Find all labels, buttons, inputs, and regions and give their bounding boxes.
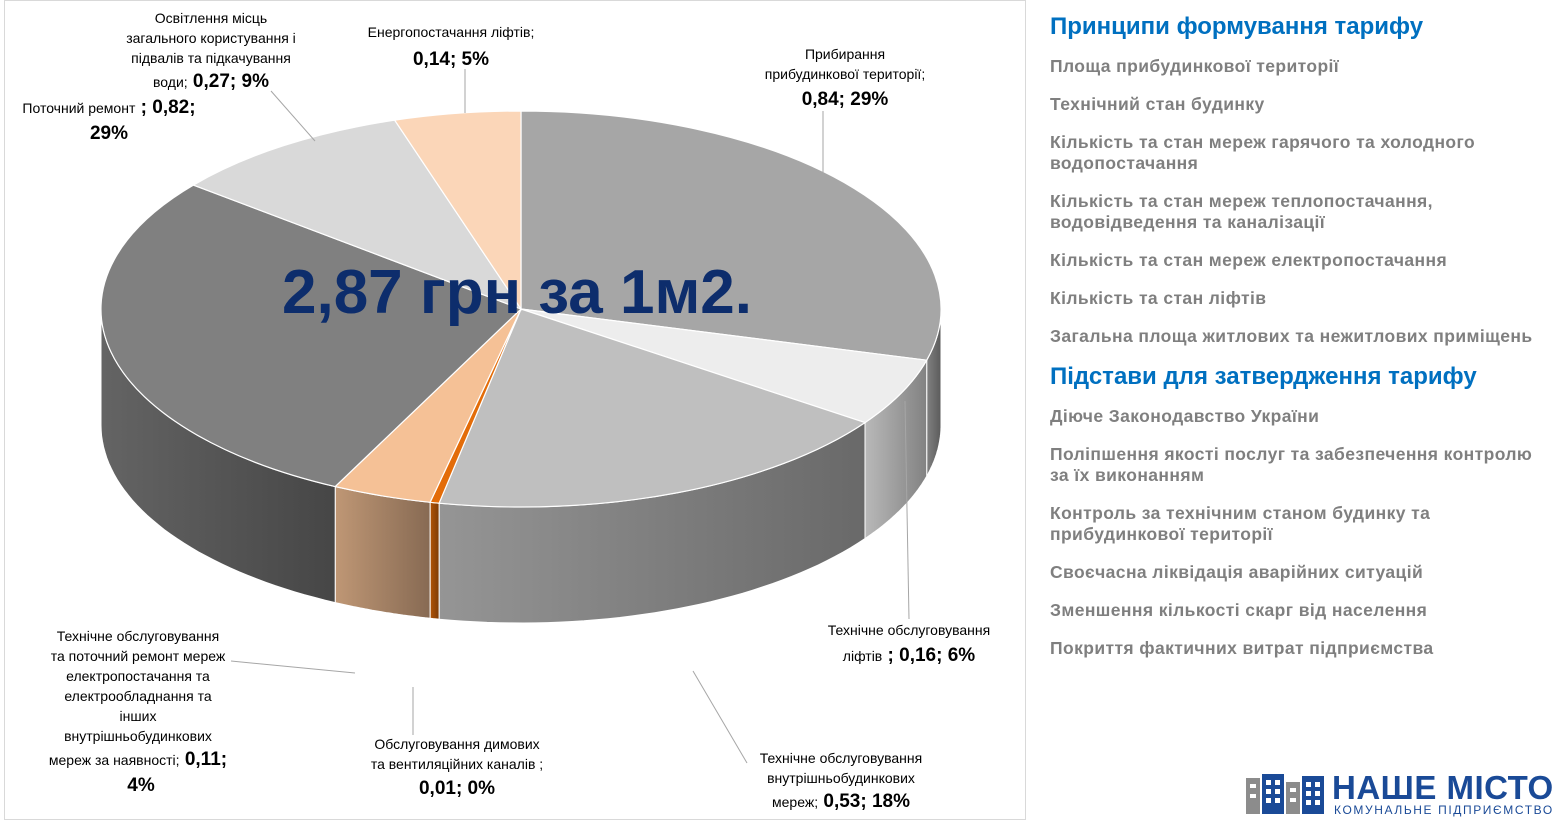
slice-value-label: 0,01; 0%: [419, 778, 495, 799]
slice-label-3: Обслуговування димових та вентиляційних к…: [371, 736, 543, 799]
slice-value-label: Поточний ремонт ; 0,82;: [22, 97, 195, 118]
center-total-label: 2,87 грн за 1м2.: [282, 258, 752, 327]
slice-label-line: Прибирання: [805, 46, 885, 62]
building-logo-icon: [1246, 774, 1324, 814]
principle-item: Кількість та стан мереж електропостачанн…: [1050, 250, 1448, 270]
ground-item: Діюче Законодавство України: [1050, 406, 1320, 426]
grounds-title: Підстави для затвердження тарифу: [1050, 363, 1477, 390]
slice-label-line: загального користування і: [126, 30, 296, 46]
pie-slice-6: [192, 119, 523, 311]
logo-subtitle: КОМУНАЛЬНЕ ПІДПРИЄМСТВО: [1334, 803, 1554, 817]
principle-item: Технічний стан будинку: [1050, 94, 1265, 114]
chart-panel: Прибирання прибудинкової території; 0,84; …: [4, 0, 1026, 820]
slice-label-line: внутрішньобудинкових: [64, 728, 212, 744]
slice-label-line: підвалів та підкачування: [131, 50, 291, 66]
pie-slice-7: [393, 110, 522, 311]
slice-value-label: мереж за наявності; 0,11;: [49, 749, 227, 770]
slice-label-line: інших: [120, 708, 157, 724]
pie-side-4: [334, 485, 431, 619]
ground-item: Своєчасна ліквідація аварійних ситуацій: [1050, 562, 1424, 582]
pie-chart: Прибирання прибудинкової території; 0,84; …: [22, 10, 990, 812]
principles-section: Принципи формування тарифу Площа прибуди…: [1050, 12, 1555, 347]
slice-label-7: Енергопостачання ліфтів; 0,14; 5%: [368, 24, 535, 70]
slice-label-line: електропостачання та: [66, 668, 210, 684]
ground-item: Поліпшення якості послуг та забезпечення…: [1050, 444, 1533, 485]
grounds-section: Підстави для затвердження тарифу Діюче З…: [1050, 362, 1555, 659]
pie-slice-2: [438, 308, 867, 508]
pie-slice-0: [520, 110, 942, 361]
slice-label-line: Технічне обслуговування: [760, 750, 922, 766]
slice-label-4: Технічне обслуговування та поточний ремон…: [49, 628, 227, 796]
slice-label-line: Технічне обслуговування: [828, 622, 990, 638]
pie-tops: [100, 110, 942, 508]
slice-label-line: електрообладнання та: [64, 688, 212, 704]
slice-value-label: ліфтів ; 0,16; 6%: [843, 645, 975, 666]
principle-item: Площа прибудинкової території: [1050, 56, 1340, 76]
slice-label-line: Енергопостачання ліфтів;: [368, 24, 535, 40]
slice-label-6: Освітлення місць загального користування …: [126, 10, 296, 92]
slice-value-label: 0,14; 5%: [413, 49, 489, 70]
principles-title: Принципи формування тарифу: [1050, 13, 1424, 40]
slice-label-2: Технічне обслуговування внутрішньобудинко…: [760, 750, 922, 812]
ground-item: Контроль за технічним станом будинку та …: [1050, 503, 1431, 544]
slice-label-line: внутрішньобудинкових: [767, 770, 915, 786]
slice-label-1: Технічне обслуговування ліфтів ; 0,16; 6%: [828, 622, 990, 666]
right-panel: Принципи формування тарифу Площа прибуди…: [1050, 12, 1555, 676]
slice-value-label: мереж; 0,53; 18%: [772, 791, 910, 812]
leader-line-2: [692, 670, 748, 764]
slice-labels: Прибирання прибудинкової території; 0,84; …: [22, 10, 990, 812]
ground-item: Зменшення кількості скарг від населення: [1050, 600, 1428, 620]
principle-item: Кількість та стан мереж гарячого та холо…: [1050, 132, 1476, 173]
slice-label-line: Освітлення місць: [155, 10, 267, 26]
slice-value-label-percent: 29%: [90, 123, 128, 144]
slice-label-line: та вентиляційних каналів ;: [371, 756, 543, 772]
leader-line-1: [904, 400, 910, 620]
principle-item: Кількість та стан ліфтів: [1050, 288, 1267, 308]
slice-value-label-percent: 4%: [127, 775, 155, 796]
slice-label-line: Технічне обслуговування: [57, 628, 219, 644]
leader-lines: [230, 69, 910, 764]
leader-line-6: [270, 90, 316, 142]
principle-item: Кількість та стан мереж теплопостачання,…: [1050, 191, 1433, 232]
principle-item: Загальна площа житлових та нежитлових пр…: [1050, 326, 1533, 346]
slice-label-line: прибудинкової території;: [765, 66, 925, 82]
slice-value-label: води; 0,27; 9%: [153, 71, 269, 92]
leader-line-4: [230, 660, 356, 674]
slice-label-line: Обслуговування димових: [374, 736, 539, 752]
logo-title: НАШЕ МІСТО: [1332, 769, 1554, 806]
grounds-list: Діюче Законодавство України Поліпшення я…: [1050, 406, 1555, 659]
company-logo: НАШЕ МІСТО КОМУНАЛЬНЕ ПІДПРИЄМСТВО: [1244, 770, 1554, 820]
pie-slice-5: [100, 184, 523, 488]
pie-side-3: [429, 501, 440, 620]
principles-list: Площа прибудинкової території Технічний …: [1050, 56, 1555, 347]
ground-item: Покриття фактичних витрат підприємства: [1050, 638, 1434, 658]
pie-slice-1: [520, 308, 928, 424]
slice-label-5: Поточний ремонт ; 0,82; 29%: [22, 97, 195, 144]
slice-label-line: та поточний ремонт мереж: [51, 648, 226, 664]
slice-value-label: 0,84; 29%: [802, 89, 889, 110]
slice-label-0: Прибирання прибудинкової території; 0,84; …: [765, 46, 925, 110]
